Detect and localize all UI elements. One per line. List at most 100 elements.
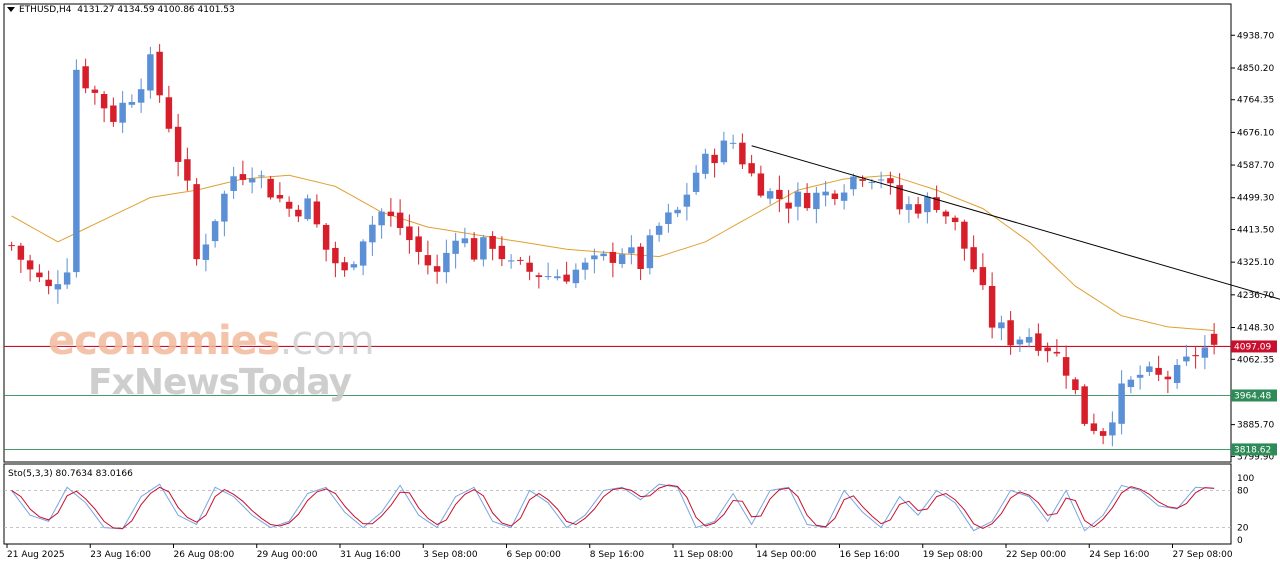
- stoch-main-line[interactable]: [11, 483, 1215, 532]
- candle-body[interactable]: [100, 94, 108, 109]
- candle-body[interactable]: [221, 193, 228, 222]
- candle-body[interactable]: [73, 69, 80, 273]
- candle-body[interactable]: [406, 226, 413, 241]
- candle-body[interactable]: [831, 193, 839, 200]
- candle-body[interactable]: [748, 163, 755, 174]
- candle-body[interactable]: [1099, 431, 1107, 436]
- candle-body[interactable]: [628, 247, 635, 254]
- candle-body[interactable]: [378, 211, 385, 226]
- candle-body[interactable]: [1044, 347, 1051, 352]
- candle-body[interactable]: [424, 255, 432, 266]
- candle-body[interactable]: [387, 211, 395, 217]
- candle-body[interactable]: [600, 253, 607, 257]
- candle-body[interactable]: [785, 202, 792, 209]
- candle-body[interactable]: [914, 204, 922, 214]
- candle-body[interactable]: [563, 274, 570, 282]
- candle-body[interactable]: [887, 178, 894, 184]
- candle-body[interactable]: [822, 191, 829, 196]
- candle-body[interactable]: [276, 194, 284, 199]
- candle-body[interactable]: [1192, 355, 1199, 357]
- candle-body[interactable]: [1118, 383, 1125, 424]
- candle-body[interactable]: [211, 221, 219, 242]
- candle-body[interactable]: [332, 247, 339, 264]
- candle-body[interactable]: [766, 191, 774, 199]
- candle-body[interactable]: [396, 212, 404, 228]
- candle-body[interactable]: [850, 176, 857, 190]
- candle-body[interactable]: [239, 174, 247, 180]
- candle-body[interactable]: [877, 179, 885, 181]
- candle-body[interactable]: [517, 259, 524, 261]
- candle-body[interactable]: [1081, 386, 1088, 424]
- candle-body[interactable]: [1146, 366, 1153, 372]
- candle-body[interactable]: [961, 221, 968, 249]
- candle-body[interactable]: [1136, 374, 1144, 378]
- candle-body[interactable]: [711, 154, 718, 164]
- candle-body[interactable]: [794, 191, 802, 207]
- candle-body[interactable]: [1053, 351, 1061, 354]
- candle-body[interactable]: [202, 244, 210, 260]
- candle-body[interactable]: [174, 126, 182, 162]
- candle-body[interactable]: [341, 262, 348, 271]
- candle-body[interactable]: [128, 102, 136, 105]
- candle-body[interactable]: [988, 285, 996, 328]
- candle-body[interactable]: [1155, 367, 1162, 375]
- candle-body[interactable]: [369, 224, 376, 243]
- candle-body[interactable]: [156, 51, 163, 96]
- candle-body[interactable]: [258, 175, 265, 177]
- candle-body[interactable]: [581, 262, 589, 270]
- candle-body[interactable]: [674, 209, 681, 214]
- candle-body[interactable]: [1164, 376, 1172, 380]
- candle-body[interactable]: [304, 198, 311, 220]
- candle-body[interactable]: [350, 264, 358, 268]
- candle-body[interactable]: [470, 238, 478, 260]
- candle-body[interactable]: [535, 275, 543, 278]
- price-tag[interactable]: [1231, 443, 1277, 456]
- candle-body[interactable]: [1007, 320, 1014, 346]
- candle-body[interactable]: [544, 276, 552, 278]
- candle-body[interactable]: [507, 260, 515, 262]
- candle-body[interactable]: [692, 172, 700, 192]
- candle-body[interactable]: [230, 176, 237, 191]
- candle-body[interactable]: [840, 192, 848, 201]
- candle-body[interactable]: [646, 235, 654, 269]
- candle-body[interactable]: [322, 224, 330, 250]
- candle-body[interactable]: [36, 272, 43, 278]
- candle-body[interactable]: [739, 142, 746, 165]
- candle-body[interactable]: [91, 89, 99, 93]
- candle-body[interactable]: [285, 201, 293, 209]
- candle-body[interactable]: [45, 279, 52, 287]
- candle-body[interactable]: [776, 189, 783, 199]
- candle-body[interactable]: [193, 184, 200, 260]
- dropdown-triangle-icon[interactable]: [7, 7, 15, 12]
- candle-body[interactable]: [147, 54, 154, 91]
- candle-body[interactable]: [813, 192, 820, 210]
- stoch-signal-line[interactable]: [11, 484, 1215, 530]
- candle-body[interactable]: [924, 196, 931, 213]
- candle-body[interactable]: [702, 153, 709, 174]
- candle-body[interactable]: [618, 254, 626, 264]
- candle-body[interactable]: [979, 267, 987, 286]
- trendline[interactable]: [751, 145, 1280, 302]
- price-tag[interactable]: [1231, 389, 1277, 402]
- candle-body[interactable]: [461, 238, 469, 244]
- candle-body[interactable]: [905, 204, 913, 210]
- candle-body[interactable]: [1109, 422, 1116, 436]
- candle-body[interactable]: [1201, 347, 1209, 358]
- candle-body[interactable]: [1016, 339, 1024, 345]
- candle-body[interactable]: [1127, 379, 1135, 388]
- candle-body[interactable]: [665, 212, 672, 225]
- candle-body[interactable]: [17, 245, 25, 260]
- candle-body[interactable]: [655, 225, 663, 235]
- candle-body[interactable]: [803, 193, 811, 209]
- candle-body[interactable]: [859, 179, 866, 181]
- candle-body[interactable]: [609, 251, 617, 263]
- candle-body[interactable]: [554, 276, 561, 279]
- candle-body[interactable]: [359, 241, 367, 266]
- candle-body[interactable]: [313, 201, 321, 225]
- candle-body[interactable]: [498, 245, 506, 260]
- candle-body[interactable]: [757, 173, 765, 196]
- candle-body[interactable]: [1173, 364, 1181, 383]
- candle-body[interactable]: [683, 194, 691, 207]
- candle-body[interactable]: [1183, 356, 1190, 362]
